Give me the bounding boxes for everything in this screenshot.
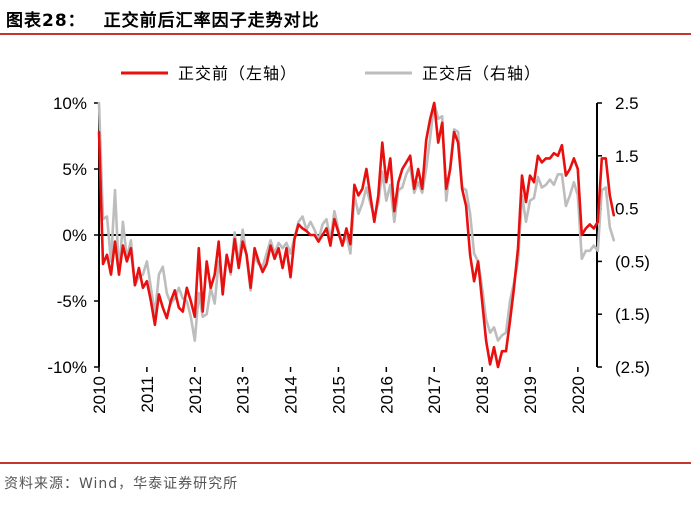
y-left-tick-label: 0% bbox=[62, 226, 87, 245]
source-divider bbox=[0, 462, 691, 464]
title-divider bbox=[0, 33, 691, 35]
source-note: 资料来源：Wind，华泰证券研究所 bbox=[4, 476, 239, 492]
x-tick-label: 2010 bbox=[90, 376, 109, 414]
y-left-tick-label: 5% bbox=[62, 160, 87, 179]
x-tick-label: 2017 bbox=[425, 376, 444, 414]
y-left-tick-label: -10% bbox=[47, 358, 87, 377]
figure-title-text: 正交前后汇率因子走势对比 bbox=[103, 11, 320, 31]
x-tick-label: 2020 bbox=[569, 376, 588, 414]
series-line-after bbox=[97, 101, 616, 342]
x-tick-label: 2011 bbox=[138, 376, 157, 413]
chart-legend: 正交前（左轴） 正交后（右轴） bbox=[121, 64, 541, 83]
y-right-tick-label: (2.5) bbox=[615, 358, 650, 377]
series-line-before bbox=[97, 101, 616, 369]
y-right-tick-label: 0.5 bbox=[615, 200, 639, 219]
legend-label-after: 正交后（右轴） bbox=[422, 64, 541, 83]
y-left-tick-label: -5% bbox=[57, 292, 87, 311]
chart-axes: 10% 5% 0% -5% -10% 2.5 1.5 0.5 (0.5) (1.5) (2.5) 20… bbox=[47, 94, 650, 414]
x-tick-label: 2019 bbox=[521, 376, 540, 414]
figure-title: 图表28： 正交前后汇率因子走势对比 bbox=[6, 6, 320, 31]
chart-series bbox=[97, 101, 616, 369]
legend-label-before: 正交前（左轴） bbox=[178, 64, 297, 83]
x-tick-label: 2013 bbox=[234, 376, 253, 414]
figure-label: 图表28： bbox=[6, 11, 86, 31]
y-right-tick-label: (1.5) bbox=[615, 305, 650, 324]
y-left-tick-label: 10% bbox=[53, 94, 87, 113]
x-tick-label: 2018 bbox=[473, 376, 492, 414]
x-tick-label: 2016 bbox=[377, 376, 396, 414]
y-right-tick-label: (0.5) bbox=[615, 252, 650, 271]
x-tick-label: 2012 bbox=[186, 376, 205, 414]
x-tick-label: 2015 bbox=[329, 376, 348, 414]
y-right-tick-label: 2.5 bbox=[615, 94, 639, 113]
y-right-tick-label: 1.5 bbox=[615, 147, 639, 166]
x-tick-label: 2014 bbox=[282, 376, 301, 414]
